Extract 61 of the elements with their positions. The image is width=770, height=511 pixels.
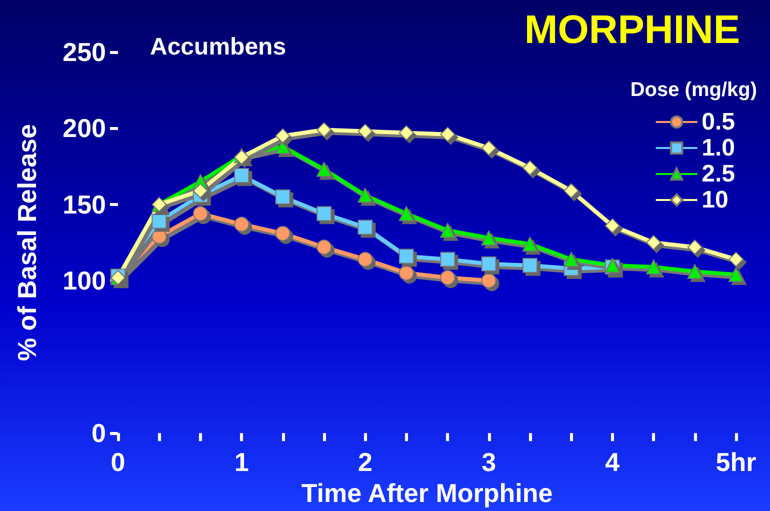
legend-label: 2.5	[702, 160, 736, 188]
point	[152, 228, 167, 244]
point	[728, 252, 744, 267]
point	[440, 252, 456, 267]
y-tick-label: 150	[62, 189, 106, 220]
x-axis-title: Time After Morphine	[301, 478, 553, 508]
chart-subtitle: Accumbens	[150, 34, 286, 60]
point	[564, 252, 579, 267]
point	[604, 218, 620, 234]
point	[646, 235, 662, 250]
point	[687, 240, 702, 255]
point	[398, 125, 414, 140]
point	[192, 206, 208, 222]
y-tick-label: 250	[62, 37, 106, 67]
point	[398, 248, 414, 264]
point	[192, 183, 208, 198]
point	[398, 266, 414, 281]
point	[275, 189, 290, 204]
point	[440, 270, 456, 286]
point	[481, 273, 496, 288]
legend-title: Dose (mg/kg)	[630, 79, 758, 101]
x-tick-label: 0	[110, 447, 126, 478]
point	[646, 259, 662, 274]
point	[358, 252, 373, 267]
legend-label: 1.0	[702, 134, 736, 162]
point	[358, 124, 373, 139]
point	[275, 226, 290, 241]
point	[234, 216, 250, 232]
y-tick-label: 0	[92, 418, 106, 448]
x-tick-label: 1	[234, 447, 249, 478]
point	[481, 140, 496, 156]
point	[440, 222, 456, 238]
point	[316, 122, 332, 138]
y-axis-title: % of Basal Release	[12, 124, 42, 362]
point	[440, 126, 456, 142]
point	[522, 160, 538, 176]
point	[522, 236, 538, 252]
legend-label: 10	[702, 186, 728, 214]
point	[234, 168, 250, 183]
chart-title: MORPHINE	[524, 8, 740, 52]
point	[275, 128, 290, 144]
point	[152, 214, 167, 229]
y-tick-label: 200	[62, 113, 106, 144]
point	[316, 206, 332, 222]
point	[398, 206, 414, 222]
point	[316, 240, 332, 255]
point	[358, 188, 373, 203]
point	[358, 220, 373, 235]
x-tick-label: 3	[482, 447, 496, 478]
point	[728, 267, 744, 282]
point	[481, 230, 496, 246]
x-tick-label: 5hr	[716, 447, 756, 478]
x-tick-label: 2	[358, 447, 372, 478]
y-tick-label: 100	[62, 266, 106, 296]
point	[316, 162, 332, 177]
x-tick-label: 4	[605, 447, 620, 478]
point	[481, 256, 496, 272]
point	[564, 183, 579, 198]
legend-label: 0.5	[702, 108, 736, 136]
point	[687, 264, 702, 280]
point	[522, 258, 538, 273]
